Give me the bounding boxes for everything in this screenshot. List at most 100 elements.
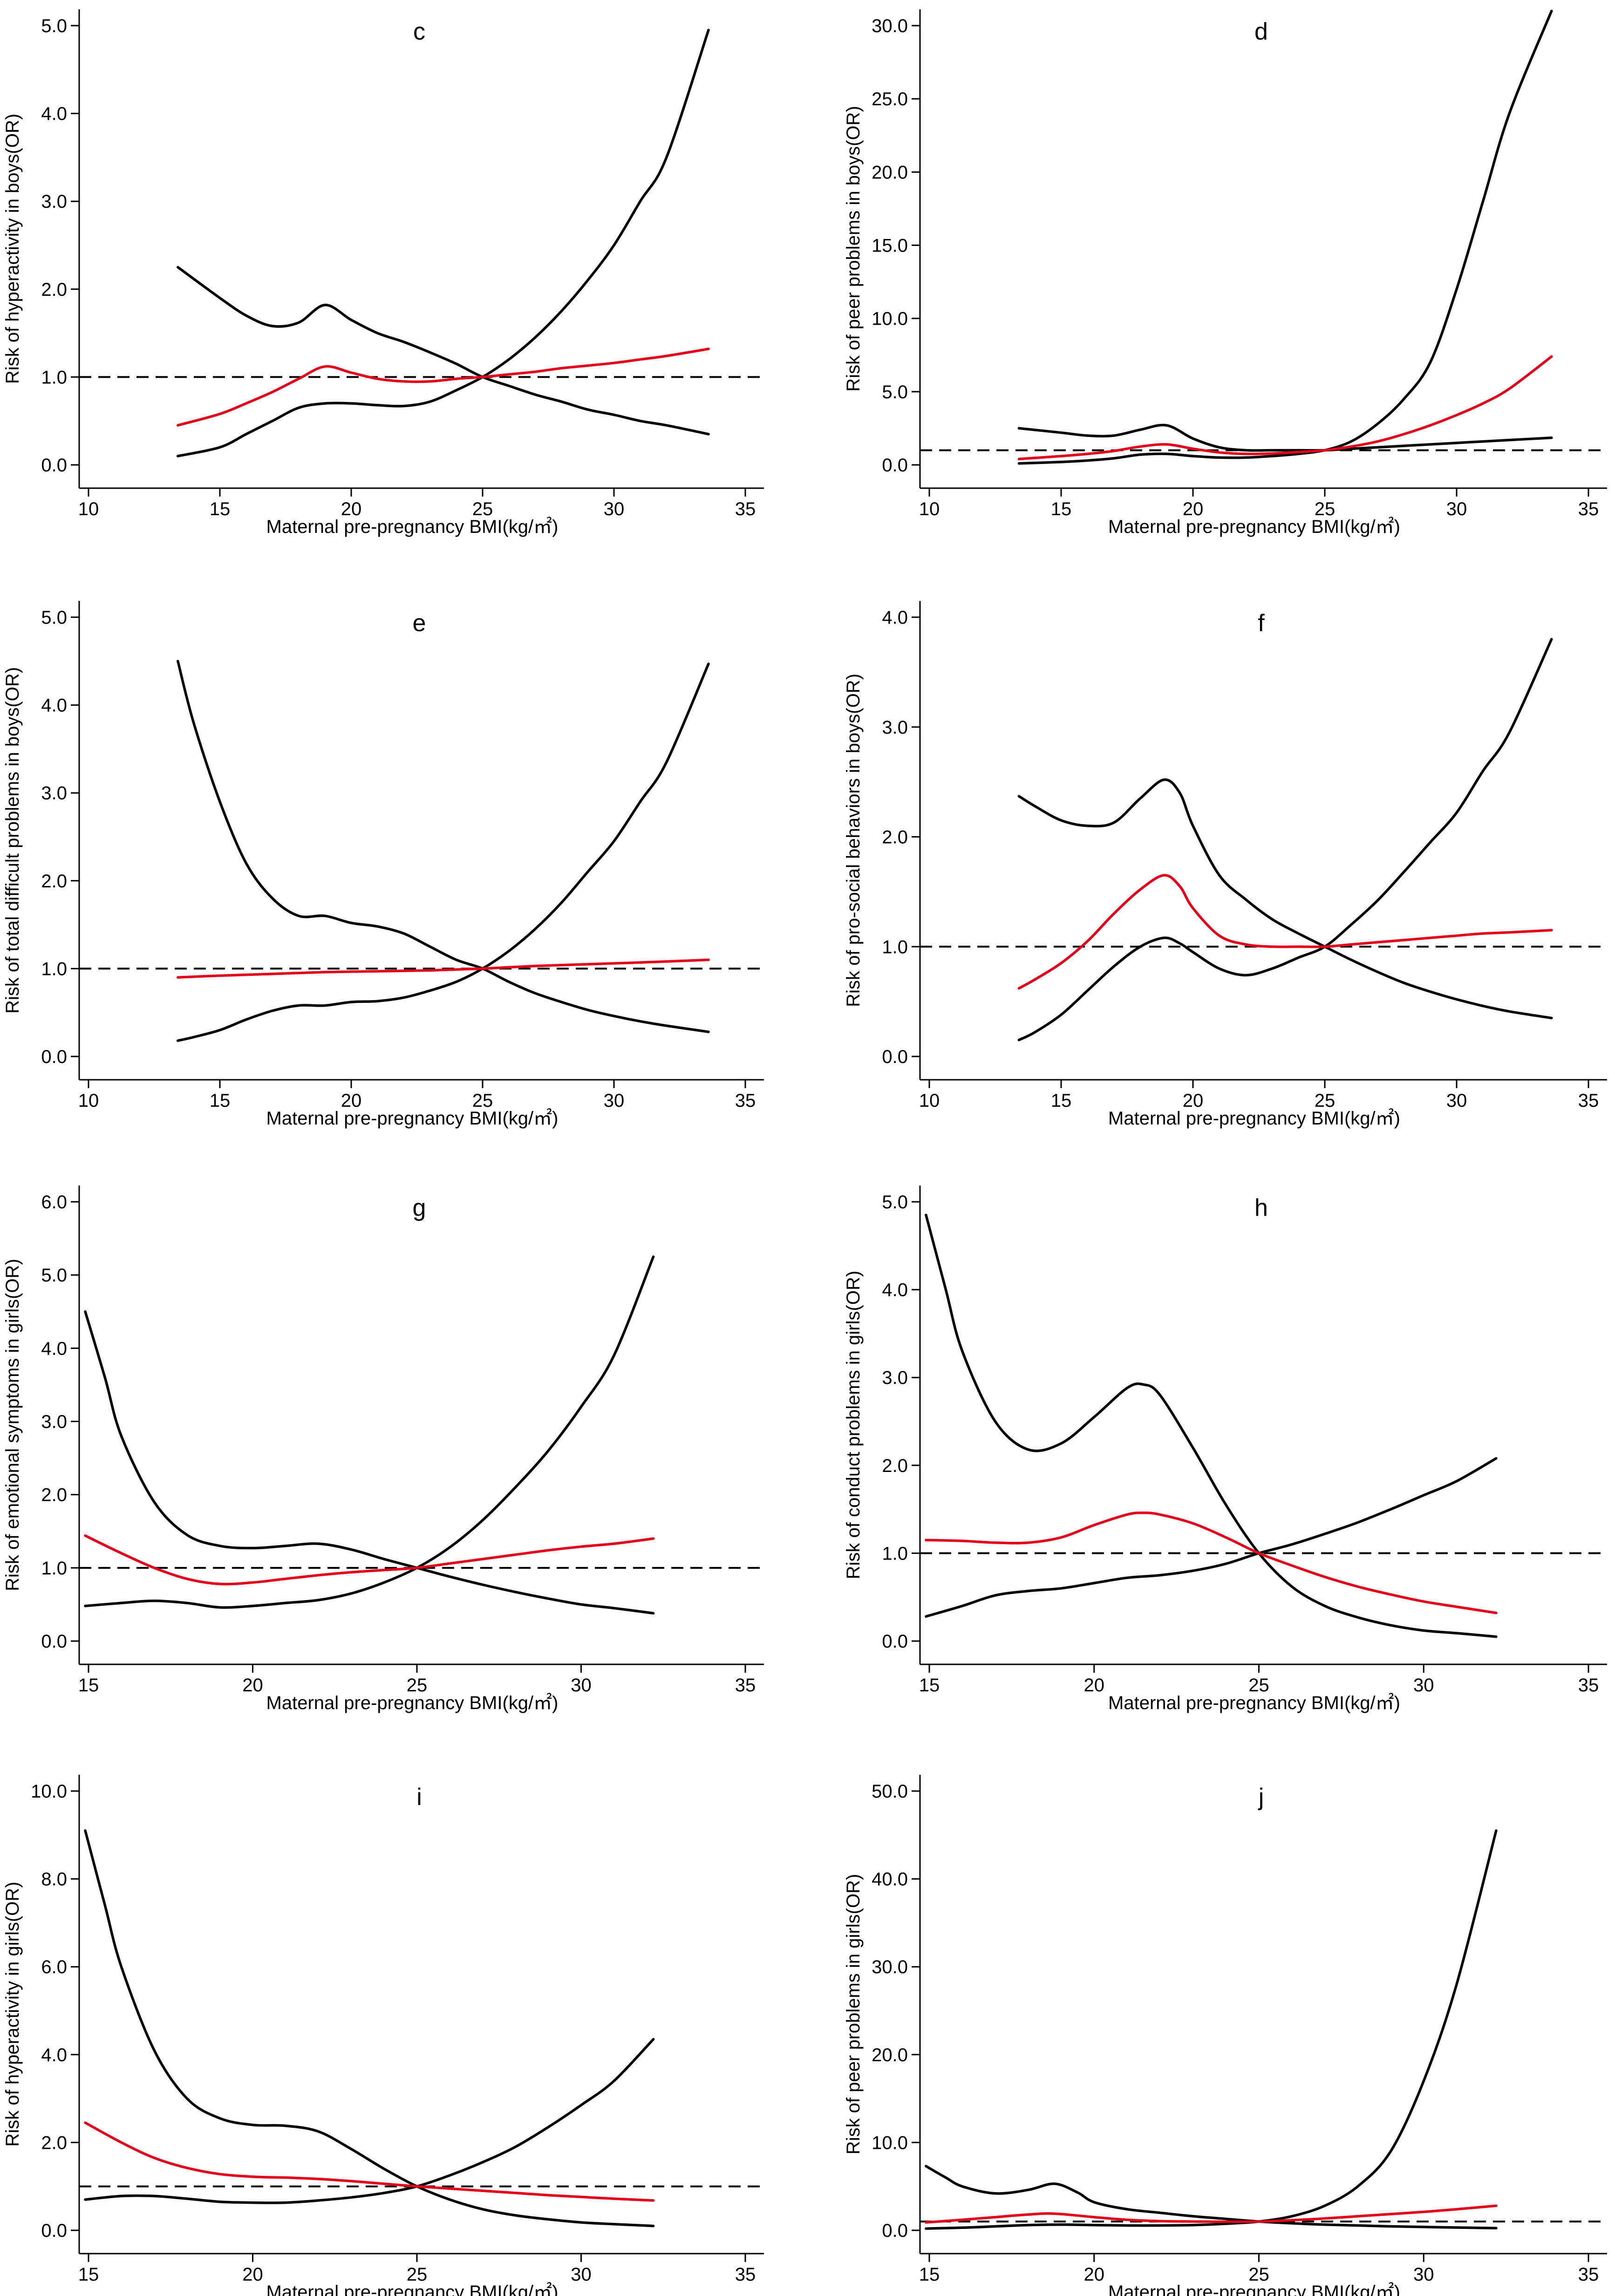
x-tick-label: 25 <box>1248 1675 1269 1696</box>
x-axis-title: Maternal pre-pregnancy BMI(kg/㎡) <box>1108 517 1400 537</box>
series-upper-line <box>84 1829 655 2228</box>
y-tick-label: 1.0 <box>882 1543 908 1564</box>
panel-letter: f <box>1258 610 1265 637</box>
y-axis-title: Risk of emotional symptoms in girls(OR) <box>2 1259 23 1591</box>
y-tick-label: 10.0 <box>31 1781 67 1802</box>
x-tick-label: 30 <box>571 1675 592 1696</box>
x-tick-label: 15 <box>919 1675 940 1696</box>
series-lower-line <box>84 2038 655 2204</box>
y-tick-label: 4.0 <box>41 2045 67 2065</box>
x-tick-label: 30 <box>1446 499 1467 519</box>
y-tick-label: 3.0 <box>41 191 67 212</box>
chart-panel-e: 10 15 20 25 30 35 0.0 1.0 2.0 3.0 4.0 5.0 Maternal p… <box>2 601 764 1129</box>
y-tick-label: 6.0 <box>41 1957 67 1977</box>
x-axis-title: Maternal pre-pregnancy BMI(kg/㎡) <box>1108 1693 1400 1713</box>
y-tick-label: 3.0 <box>41 783 67 804</box>
y-tick-label: 5.0 <box>41 1265 67 1286</box>
chart-panel-c: 10 15 20 25 30 35 0.0 1.0 2.0 3.0 4.0 5.0 Maternal p… <box>2 9 764 537</box>
x-tick-label: 15 <box>1051 499 1072 519</box>
y-tick-label: 40.0 <box>872 1869 908 1890</box>
y-axis-title: Risk of conduct problems in girls(OR) <box>843 1271 864 1579</box>
y-tick-label: 2.0 <box>882 827 908 848</box>
x-axis-title: Maternal pre-pregnancy BMI(kg/㎡) <box>266 1693 559 1713</box>
y-axis-title: Risk of total difficult problems in boys… <box>2 667 23 1014</box>
x-tick-label: 15 <box>78 2264 99 2285</box>
y-tick-label: 3.0 <box>41 1412 67 1432</box>
y-tick-label: 0.0 <box>882 455 908 476</box>
x-tick-label: 10 <box>78 499 99 519</box>
y-tick-label: 4.0 <box>41 1338 67 1359</box>
x-tick-label: 10 <box>78 1090 99 1111</box>
series-upper-line <box>925 1213 1498 1638</box>
y-tick-label: 5.0 <box>41 607 67 628</box>
x-tick-label: 35 <box>735 499 756 519</box>
series-estimate-line <box>84 1534 655 1586</box>
y-tick-label: 30.0 <box>872 16 908 36</box>
x-tick-label: 15 <box>210 499 231 519</box>
y-axis-title: Risk of hyperactivity in girls(OR) <box>2 1881 23 2146</box>
y-axis-title: Risk of pro-social behaviors in boys(OR) <box>843 674 864 1007</box>
series-lower-line <box>1017 9 1553 465</box>
x-tick-label: 35 <box>1578 1675 1599 1696</box>
series-upper-line <box>925 2165 1498 2230</box>
x-tick-label: 30 <box>604 1090 625 1111</box>
x-tick-label: 20 <box>242 1675 263 1696</box>
x-tick-label: 25 <box>1315 1090 1336 1111</box>
series-upper-line <box>177 266 710 436</box>
x-tick-label: 35 <box>735 1090 756 1111</box>
x-tick-label: 25 <box>407 1675 428 1696</box>
y-tick-label: 0.0 <box>41 2221 67 2241</box>
series-estimate-line <box>925 1511 1498 1615</box>
series-upper-line <box>1017 423 1553 452</box>
y-tick-label: 2.0 <box>41 1485 67 1506</box>
x-tick-label: 20 <box>1183 499 1204 519</box>
y-tick-label: 10.0 <box>872 309 908 329</box>
y-tick-label: 4.0 <box>41 104 67 124</box>
y-tick-label: 6.0 <box>41 1192 67 1213</box>
x-tick-label: 15 <box>210 1090 231 1111</box>
chart-panel-g: 15 20 25 30 35 0.0 1.0 2.0 3.0 4.0 5.0 6.0 Maternal … <box>2 1185 764 1713</box>
series-estimate-line <box>1017 355 1553 461</box>
x-tick-label: 20 <box>1084 2264 1105 2285</box>
x-tick-label: 25 <box>472 1090 493 1111</box>
x-tick-label: 20 <box>1183 1090 1204 1111</box>
x-axis-title: Maternal pre-pregnancy BMI(kg/㎡) <box>266 2282 559 2296</box>
y-tick-label: 4.0 <box>41 695 67 716</box>
y-tick-label: 25.0 <box>872 89 908 109</box>
chart-panel-d: 10 15 20 25 30 35 0.0 5.0 10.0 15.0 20.0 25.0 30.0 Ma… <box>843 9 1607 537</box>
y-tick-label: 3.0 <box>882 717 908 738</box>
x-tick-label: 10 <box>919 1090 940 1111</box>
x-tick-label: 25 <box>1248 2264 1269 2285</box>
y-tick-label: 0.0 <box>41 455 67 476</box>
series-lower-line <box>925 1457 1498 1618</box>
series-lower-line <box>925 1829 1498 2230</box>
series-estimate-line <box>177 347 710 427</box>
y-tick-label: 4.0 <box>882 607 908 628</box>
panel-letter: e <box>413 610 426 637</box>
y-axis-title: Risk of peer problems in girls(OR) <box>843 1874 864 2154</box>
y-tick-label: 2.0 <box>882 1456 908 1476</box>
y-axis-title: Risk of peer problems in boys(OR) <box>843 106 864 392</box>
x-tick-label: 35 <box>1578 1090 1599 1111</box>
y-axis-title: Risk of hyperactivity in boys(OR) <box>2 114 23 384</box>
series-lower-line <box>177 28 710 457</box>
x-tick-label: 35 <box>735 1675 756 1696</box>
panel-letter: i <box>416 1784 422 1811</box>
x-axis-title: Maternal pre-pregnancy BMI(kg/㎡) <box>266 517 559 537</box>
y-tick-label: 1.0 <box>41 1558 67 1579</box>
x-tick-label: 25 <box>407 2264 428 2285</box>
y-tick-label: 3.0 <box>882 1368 908 1388</box>
chart-panel-h: 15 20 25 30 35 0.0 1.0 2.0 3.0 4.0 5.0 Maternal pre… <box>843 1185 1607 1713</box>
y-tick-label: 10.0 <box>872 2132 908 2153</box>
y-tick-label: 5.0 <box>882 382 908 402</box>
series-upper-line <box>177 660 710 1033</box>
y-tick-label: 5.0 <box>41 16 67 36</box>
x-axis-title: Maternal pre-pregnancy BMI(kg/㎡) <box>1108 1108 1400 1129</box>
series-estimate-line <box>177 958 710 979</box>
x-tick-label: 30 <box>571 2264 592 2285</box>
y-tick-label: 2.0 <box>41 279 67 300</box>
y-tick-label: 4.0 <box>882 1280 908 1301</box>
x-tick-label: 25 <box>1315 499 1336 519</box>
series-lower-line <box>1017 638 1553 1042</box>
